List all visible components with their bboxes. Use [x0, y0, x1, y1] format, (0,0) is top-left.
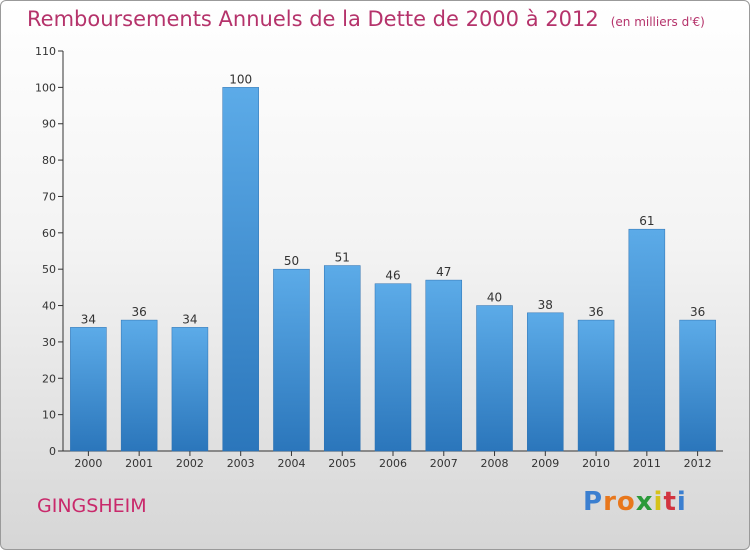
x-tick-label-2009: 2009 [531, 457, 559, 470]
data-label-2011: 61 [639, 214, 654, 228]
bar-2011 [628, 228, 666, 452]
y-tick-label: 0 [49, 445, 56, 458]
chart-title-text: Remboursements Annuels de la Dette de 20… [27, 7, 599, 31]
bar-2012 [679, 319, 716, 452]
data-label-2000: 34 [81, 312, 96, 326]
bar-2002 [171, 327, 209, 452]
bar-2009 [527, 312, 564, 452]
bar-2005 [323, 265, 361, 452]
chart-bars [70, 87, 716, 452]
bar-2008 [476, 305, 513, 452]
data-label-2001: 36 [132, 305, 147, 319]
chart-subtitle: (en milliers d'€) [610, 15, 705, 29]
x-tick-label-2006: 2006 [379, 457, 407, 470]
chart-labels: 34 2000 36 2001 34 2002 100 2003 50 2004 51 2005 46 2… [74, 72, 711, 470]
data-label-2012: 36 [690, 305, 705, 319]
data-label-2010: 36 [588, 305, 603, 319]
data-label-2006: 46 [385, 269, 400, 283]
data-label-2002: 34 [182, 312, 197, 326]
x-tick-label-2000: 2000 [74, 457, 102, 470]
data-label-2003: 100 [229, 72, 252, 86]
y-tick-label: 110 [35, 45, 56, 58]
y-tick-label: 50 [42, 263, 56, 276]
bar-2010 [577, 319, 615, 452]
y-tick-label: 10 [42, 409, 56, 422]
data-label-2009: 38 [538, 298, 553, 312]
bar-2003 [222, 87, 259, 452]
x-tick-label-2011: 2011 [633, 457, 661, 470]
data-label-2004: 50 [284, 254, 299, 268]
bar-2004 [273, 268, 310, 452]
y-tick-label: 30 [42, 336, 56, 349]
y-tick-label: 40 [42, 300, 56, 313]
data-label-2005: 51 [335, 251, 350, 265]
chart-title: Remboursements Annuels de la Dette de 20… [27, 7, 705, 31]
y-tick-label: 90 [42, 118, 56, 131]
x-tick-label-2010: 2010 [582, 457, 610, 470]
x-tick-label-2005: 2005 [328, 457, 356, 470]
x-tick-label-2012: 2012 [684, 457, 712, 470]
bar-2000 [70, 327, 107, 452]
x-tick-label-2008: 2008 [481, 457, 509, 470]
y-tick-label: 20 [42, 372, 56, 385]
y-tick-label: 80 [42, 154, 56, 167]
bar-2007 [425, 279, 463, 452]
data-label-2008: 40 [487, 291, 502, 305]
data-label-2007: 47 [436, 265, 451, 279]
x-tick-label-2003: 2003 [227, 457, 255, 470]
bar-2001 [120, 319, 158, 452]
x-tick-label-2002: 2002 [176, 457, 204, 470]
proxiti-logo[interactable]: Proxiti [583, 487, 687, 517]
y-tick-label: 70 [42, 190, 56, 203]
x-tick-label-2007: 2007 [430, 457, 458, 470]
y-tick-label: 60 [42, 227, 56, 240]
x-tick-label-2001: 2001 [125, 457, 153, 470]
bar-2006 [374, 283, 412, 452]
x-tick-label-2004: 2004 [277, 457, 305, 470]
city-name: GINGSHEIM [37, 495, 147, 517]
y-tick-label: 100 [35, 81, 56, 94]
